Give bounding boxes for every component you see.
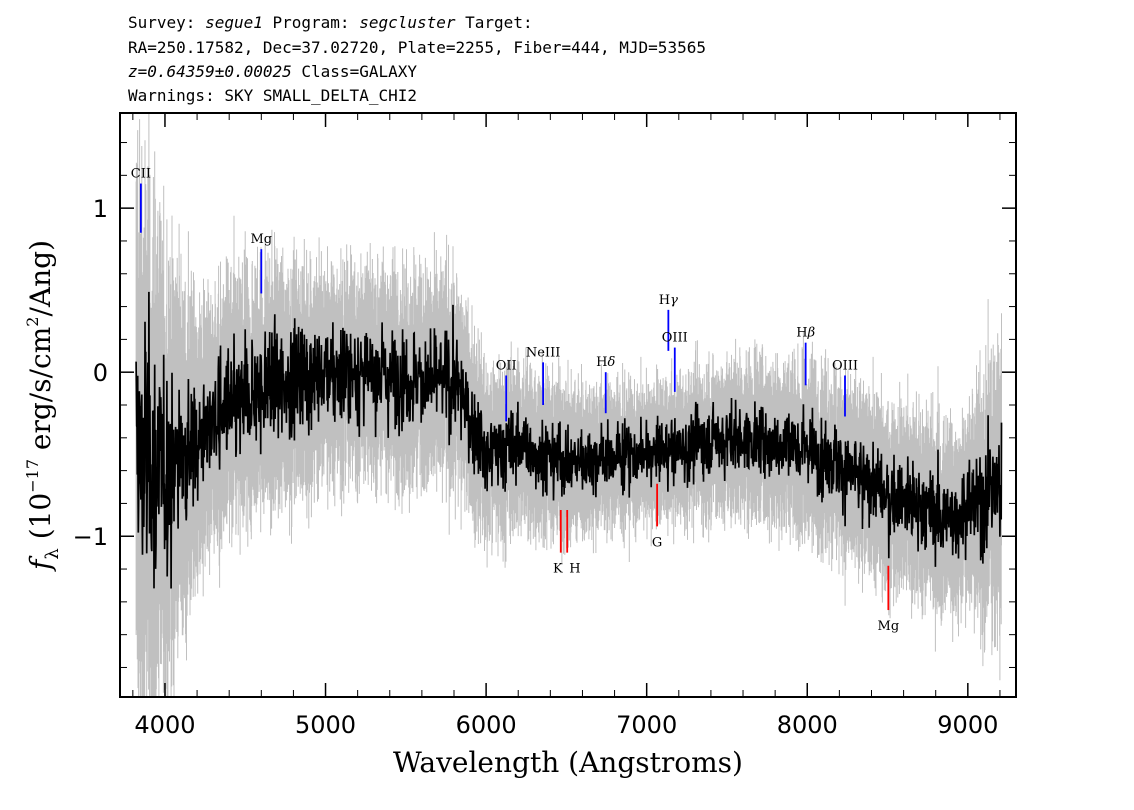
line-marker-label: CII [131, 167, 151, 182]
x-axis-title: Wavelength (Angstroms) [393, 746, 743, 779]
header-line-4: Warnings: SKY SMALL_DELTA_CHI2 [128, 86, 417, 105]
survey-name: segue1 [205, 13, 263, 32]
class-label: Class=GALAXY [291, 62, 417, 81]
flux-series-line [135, 291, 1003, 589]
line-marker-label: OIII [662, 331, 688, 346]
target-label: Target: [455, 13, 533, 32]
y-tick-label: 1 [93, 195, 108, 223]
plot-area [135, 113, 1003, 697]
x-tick-label: 5000 [295, 711, 356, 739]
program-name: segcluster [359, 13, 456, 32]
redshift-value: z=0.64359±0.00025 [128, 62, 292, 81]
line-marker-label: Mg [878, 619, 900, 634]
line-marker-label: G [652, 535, 662, 550]
line-marker-label: Hγ [659, 293, 678, 308]
program-prefix: Program: [262, 13, 360, 32]
line-marker-label: K [553, 562, 563, 577]
header-line-1: Survey: segue1 Program: segcluster Targe… [128, 12, 533, 34]
x-tick-label: 9000 [937, 711, 998, 739]
survey-prefix: Survey: [128, 13, 206, 32]
line-marker-label: H [569, 562, 580, 577]
line-marker-label: OIII [832, 358, 858, 373]
line-marker-label: Hβ [796, 326, 815, 341]
x-tick-label: 7000 [616, 711, 677, 739]
y-tick-label: 0 [93, 359, 108, 387]
line-marker-label: NeIII [526, 345, 560, 360]
line-marker-label: Hδ [596, 355, 615, 370]
x-tick-label: 4000 [134, 711, 195, 739]
header-line-3: z=0.64359±0.00025 Class=GALAXY [128, 61, 417, 83]
y-axis-title: fλ (10−17 erg/s/cm2/Ang) [23, 240, 63, 572]
header-line-2: RA=250.17582, Dec=37.02720, Plate=2255, … [128, 38, 706, 57]
line-marker-label: Mg [250, 232, 272, 247]
x-tick-label: 8000 [777, 711, 838, 739]
x-tick-label: 6000 [456, 711, 517, 739]
y-tick-label: −1 [73, 523, 108, 551]
line-marker-label: OII [496, 358, 517, 373]
